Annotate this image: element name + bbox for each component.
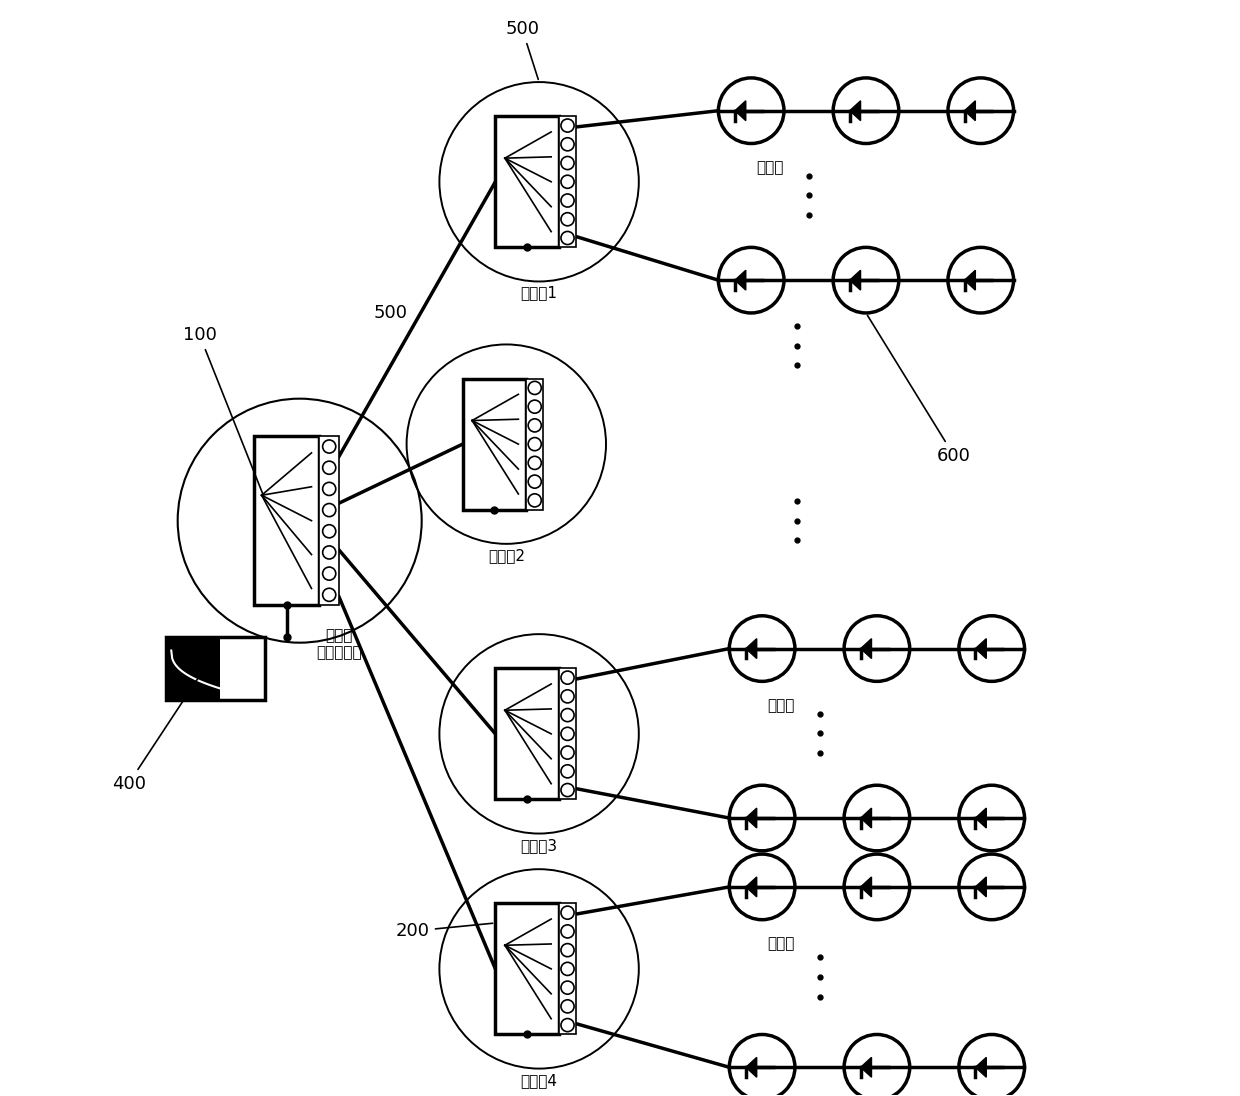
- Text: 400: 400: [112, 671, 203, 792]
- FancyBboxPatch shape: [495, 903, 559, 1035]
- Polygon shape: [735, 271, 745, 290]
- FancyBboxPatch shape: [495, 669, 559, 799]
- FancyBboxPatch shape: [166, 637, 264, 700]
- Polygon shape: [861, 639, 872, 659]
- Text: 配电站: 配电站: [768, 698, 795, 712]
- Polygon shape: [746, 639, 756, 659]
- Text: 变电站4: 变电站4: [521, 1073, 558, 1087]
- Polygon shape: [976, 639, 986, 659]
- Text: 变电站1: 变电站1: [521, 286, 558, 300]
- Text: 200: 200: [396, 922, 492, 940]
- Polygon shape: [976, 1058, 986, 1077]
- Text: 变电站2: 变电站2: [487, 548, 525, 563]
- FancyBboxPatch shape: [254, 436, 320, 605]
- Polygon shape: [861, 1058, 872, 1077]
- FancyBboxPatch shape: [495, 116, 559, 248]
- Text: 100: 100: [182, 327, 264, 496]
- FancyBboxPatch shape: [166, 637, 221, 700]
- Text: 配电站: 配电站: [756, 160, 784, 175]
- Polygon shape: [746, 1058, 756, 1077]
- FancyBboxPatch shape: [463, 378, 526, 510]
- Text: 500: 500: [374, 305, 408, 322]
- Polygon shape: [976, 808, 986, 827]
- Polygon shape: [746, 808, 756, 827]
- FancyBboxPatch shape: [320, 436, 339, 605]
- Polygon shape: [965, 271, 976, 290]
- Polygon shape: [849, 271, 861, 290]
- Text: 配电站: 配电站: [768, 936, 795, 951]
- FancyBboxPatch shape: [559, 669, 577, 799]
- FancyBboxPatch shape: [559, 903, 577, 1035]
- Text: 变电站3: 变电站3: [521, 837, 558, 853]
- Text: 500: 500: [505, 20, 539, 79]
- Polygon shape: [746, 877, 756, 897]
- Polygon shape: [849, 101, 861, 121]
- FancyBboxPatch shape: [559, 116, 577, 248]
- Polygon shape: [965, 101, 976, 121]
- Polygon shape: [861, 877, 872, 897]
- Text: 600: 600: [868, 316, 971, 465]
- Text: 中心站
（枢纽站）: 中心站 （枢纽站）: [316, 628, 362, 660]
- Polygon shape: [735, 101, 745, 121]
- Polygon shape: [861, 808, 872, 827]
- Polygon shape: [976, 877, 986, 897]
- FancyBboxPatch shape: [526, 378, 543, 510]
